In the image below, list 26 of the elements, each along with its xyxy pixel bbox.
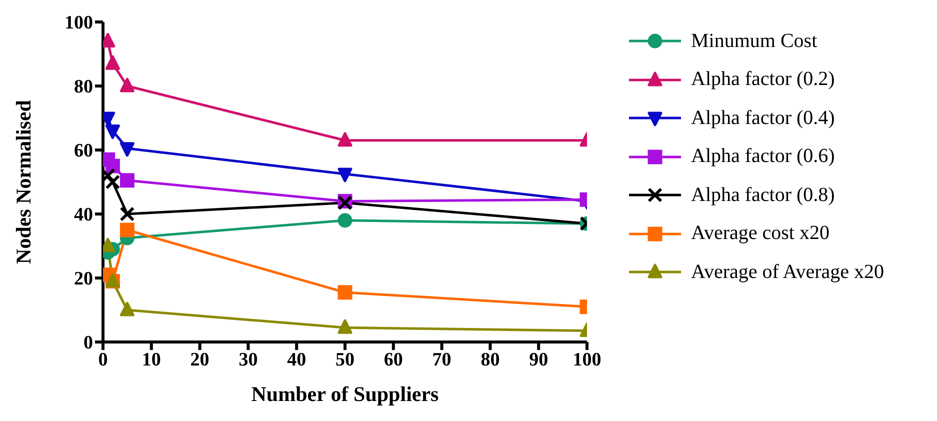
x-tick-label: 50 [336, 349, 354, 370]
x-tick-label: 0 [98, 349, 108, 370]
legend-label: Minumum Cost [691, 30, 818, 53]
x-tick-label: 60 [384, 349, 403, 370]
x-tick-label: 80 [480, 349, 500, 370]
x-tick-label: 70 [432, 349, 452, 370]
legend-label: Average cost x20 [691, 222, 830, 246]
legend-label: Alpha factor (0.6) [691, 145, 835, 168]
y-tick-label: 60 [74, 140, 93, 162]
x-tick-label: 100 [572, 349, 602, 370]
y-tick-label: 0 [84, 332, 93, 354]
x-tick-label: 90 [529, 349, 548, 370]
y-tick-label: 80 [74, 76, 93, 98]
y-axis-title: Nodes Normalised [11, 100, 36, 264]
x-tick-label: 30 [238, 349, 258, 370]
x-axis-title: Number of Suppliers [251, 382, 439, 406]
legend-label: Alpha factor (0.4) [691, 106, 835, 130]
y-tick-label: 40 [74, 204, 93, 226]
y-tick-label: 20 [74, 268, 93, 290]
x-tick-label: 10 [142, 349, 161, 370]
legend-label: Alpha factor (0.2) [691, 68, 835, 92]
x-tick-label: 40 [287, 349, 306, 370]
y-tick-label: 100 [64, 12, 93, 34]
legend-label: Alpha factor (0.8) [691, 184, 835, 207]
legend-label: Average of Average x20 [691, 260, 884, 284]
x-tick-label: 20 [190, 349, 210, 370]
